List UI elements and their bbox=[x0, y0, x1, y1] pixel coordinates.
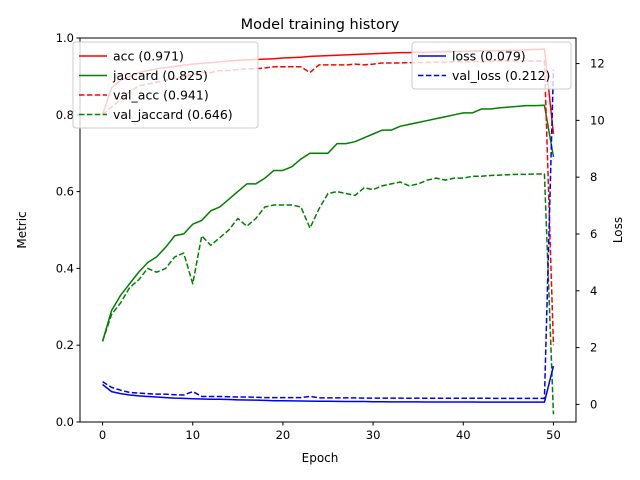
legend-label-loss: loss (0.079) bbox=[452, 49, 526, 64]
y2-axis-label: Loss bbox=[611, 217, 625, 243]
y-tick-label: 0.2 bbox=[56, 338, 74, 352]
y-tick-label: 0.8 bbox=[56, 108, 74, 122]
legend-label-jaccard: jaccard (0.825) bbox=[112, 68, 208, 83]
y2-tick-label: 2 bbox=[590, 341, 597, 355]
series-line-val-loss bbox=[102, 69, 555, 400]
x-tick-label: 40 bbox=[456, 428, 471, 442]
y2-tick-label: 12 bbox=[590, 57, 605, 71]
y2-tick-label: 8 bbox=[590, 170, 597, 184]
legend-frame bbox=[72, 41, 259, 129]
x-axis-label: Epoch bbox=[302, 451, 339, 465]
legend-label-acc: acc (0.971) bbox=[113, 49, 184, 64]
series-line-val-jaccard bbox=[101, 173, 555, 415]
y2-tick-label: 6 bbox=[590, 227, 597, 241]
y2-tick-label: 4 bbox=[590, 284, 597, 298]
series-line-loss bbox=[102, 365, 555, 403]
legend-right: loss (0.079) val_loss (0.212) bbox=[411, 41, 572, 90]
legend-left: acc (0.971) jaccard (0.825) val_acc (0.941… bbox=[72, 41, 259, 129]
x-tick-label: 50 bbox=[546, 428, 561, 442]
y-tick-label: 0.4 bbox=[56, 261, 74, 275]
ticks-layer: 0 10 20 30 40 50 0.0 0.2 0.4 0.6 0.8 1.0 0 2 4 6 8 10 12 bbox=[56, 31, 605, 442]
x-tick-label: 10 bbox=[185, 428, 200, 442]
y-axis-label: Metric bbox=[15, 211, 29, 248]
legend-label-val-loss: val_loss (0.212) bbox=[452, 68, 550, 83]
legend-label-val-acc: val_acc (0.941) bbox=[113, 88, 209, 103]
x-tick-label: 20 bbox=[276, 428, 291, 442]
y2-tick-label: 0 bbox=[590, 397, 597, 411]
legend-label-val-jaccard: val_jaccard (0.646) bbox=[113, 107, 233, 122]
chart-title: Model training history bbox=[241, 17, 400, 33]
y-tick-label: 0.0 bbox=[56, 415, 74, 429]
series-line-jaccard bbox=[101, 104, 555, 342]
y2-tick-label: 10 bbox=[590, 113, 605, 127]
plot-frame bbox=[79, 37, 577, 423]
y-tick-label: 1.0 bbox=[56, 31, 74, 45]
x-tick-label: 30 bbox=[366, 428, 381, 442]
x-tick-label: 0 bbox=[99, 428, 106, 442]
y-tick-label: 0.6 bbox=[56, 185, 74, 199]
legend-frame bbox=[411, 41, 572, 90]
